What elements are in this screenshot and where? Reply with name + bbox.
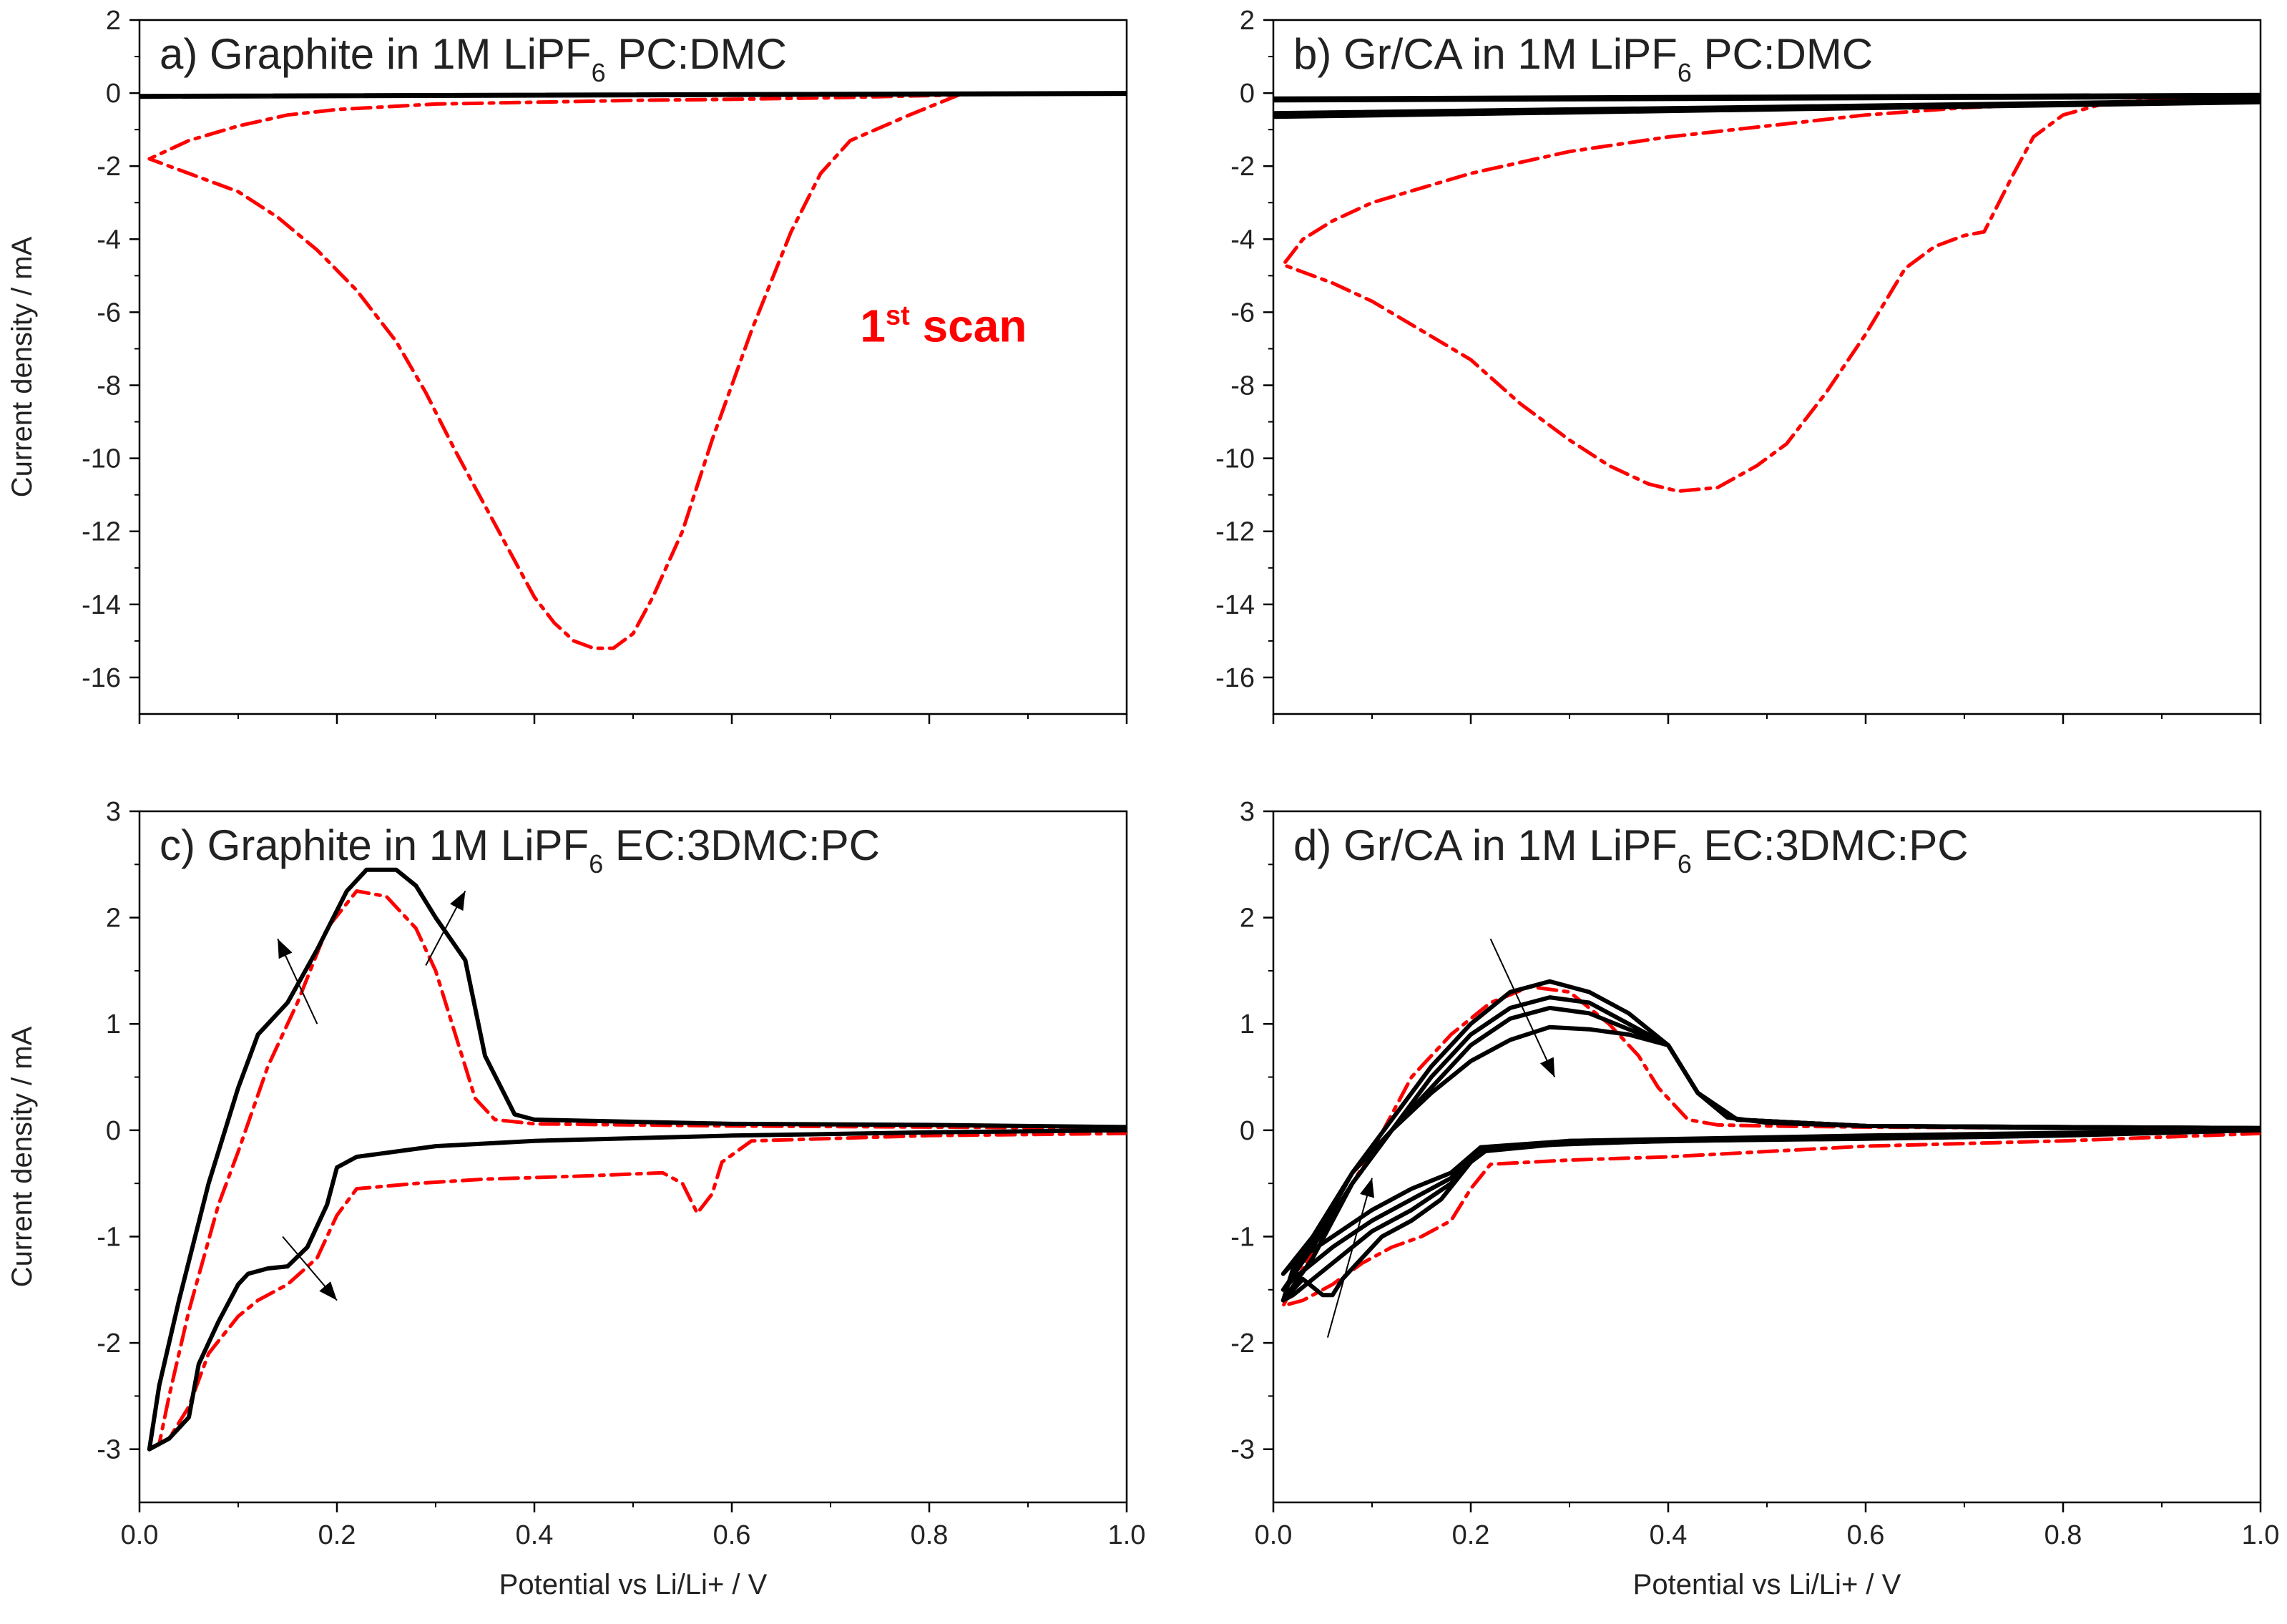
- series-line-subsequent-scans: [147, 867, 1127, 1452]
- panel-title-suffix: PC:DMC: [1692, 30, 1873, 78]
- y-tick-label: 2: [106, 904, 121, 934]
- panel-title-main: c) Graphite in 1M LiPF: [160, 821, 589, 869]
- x-tick-label: 0.6: [713, 1520, 751, 1550]
- x-tick-label: 1.0: [1108, 1520, 1146, 1550]
- y-tick-label: -8: [97, 371, 121, 401]
- panel-title-subscript: 6: [1678, 849, 1692, 879]
- x-tick-label: 0.4: [516, 1520, 554, 1550]
- series-group: [147, 867, 1127, 1452]
- panel-b: 2 0 -2 -4 -6 -8 -10 -12 -14 -16 b) Gr/CA in 1M LiP…: [1215, 6, 2262, 724]
- x-tick-label: 0.8: [911, 1520, 949, 1550]
- annotation-main: 1: [860, 300, 886, 351]
- plot-frame: [1272, 810, 2262, 1504]
- y-tick-label: -3: [97, 1435, 121, 1465]
- y-tick-label: -14: [1215, 590, 1255, 620]
- y-tick-label: 3: [106, 797, 121, 827]
- trend-arrow: [277, 938, 318, 1024]
- y-tick-label: 0: [106, 79, 121, 109]
- x-axis-title: Potential vs Li/Li+ / V: [499, 1569, 768, 1600]
- panel-c: 3 2 1 0 -1 -2 -3 0.0 0.2 0.4 0.6 0.8 1.0 Current dens…: [6, 797, 1145, 1600]
- series-group: [1280, 979, 2261, 1308]
- y-tick-label: -2: [1230, 152, 1255, 182]
- trend-arrow: [1326, 1178, 1375, 1338]
- y-axis-title: Current density / mA: [6, 236, 38, 497]
- annotation-suffix: scan: [910, 300, 1027, 351]
- y-tick-label: 2: [1240, 904, 1255, 934]
- plot-frame: [138, 19, 1128, 715]
- trend-arrow: [425, 890, 466, 966]
- y-tick-label: -16: [1215, 663, 1255, 693]
- series-line-subsequent-scans: [139, 91, 1127, 99]
- series-line-1st-scan: [1281, 984, 2261, 1308]
- y-tick-label: -6: [97, 298, 121, 328]
- y-tick-label: -10: [1215, 444, 1255, 474]
- y-tick-label: -2: [1230, 1329, 1255, 1359]
- x-tick-label: 1.0: [2242, 1520, 2280, 1550]
- y-tick-label: -4: [97, 225, 121, 255]
- y-tick-label: -3: [1230, 1435, 1255, 1465]
- series-line-1st-scan: [147, 93, 961, 650]
- y-tick-label: -12: [82, 517, 121, 547]
- panel-title: b) Gr/CA in 1M LiPF6 PC:DMC: [1293, 30, 1873, 87]
- panel-title-main: d) Gr/CA in 1M LiPF: [1293, 821, 1678, 869]
- panel-title-suffix: EC:3DMC:PC: [1692, 821, 1969, 869]
- y-tick-label: -1: [1230, 1222, 1255, 1252]
- plot-frame: [1272, 19, 2262, 715]
- panel-title-subscript: 6: [1678, 58, 1692, 87]
- series-line-scan-3: [1273, 98, 2261, 116]
- panel-title-subscript: 6: [592, 58, 606, 87]
- panel-title-suffix: EC:3DMC:PC: [603, 821, 880, 869]
- trend-arrow: [1489, 938, 1556, 1077]
- panel-title-subscript: 6: [589, 849, 603, 879]
- panel-title-main: a) Graphite in 1M LiPF: [160, 30, 592, 78]
- x-axis-title: Potential vs Li/Li+ / V: [1633, 1569, 1901, 1600]
- series-line-scan-5: [1280, 1024, 2261, 1276]
- trend-arrow: [282, 1236, 338, 1301]
- series-group: [139, 91, 1127, 650]
- y-tick-label: -4: [1230, 225, 1255, 255]
- y-tick-label: 0: [106, 1116, 121, 1146]
- series-line-scan-3: [1280, 995, 2261, 1303]
- x-tick-label: 0.0: [121, 1520, 159, 1550]
- y-tick-label: 2: [1240, 6, 1255, 36]
- annotation-superscript: st: [886, 300, 910, 331]
- panel-title: c) Graphite in 1M LiPF6 EC:3DMC:PC: [160, 821, 880, 879]
- series-group: [1273, 92, 2261, 494]
- panel-title-main: b) Gr/CA in 1M LiPF: [1293, 30, 1678, 78]
- y-tick-label: -2: [97, 152, 121, 182]
- x-tick-label: 0.8: [2044, 1520, 2082, 1550]
- plot-frame: [138, 810, 1128, 1504]
- x-tick-label: 0.6: [1847, 1520, 1885, 1550]
- y-tick-label: 2: [106, 6, 121, 36]
- y-tick-label: -2: [97, 1329, 121, 1359]
- y-tick-label: -8: [1230, 371, 1255, 401]
- y-tick-label: 0: [1240, 1116, 1255, 1146]
- series-line-1st-scan: [1281, 94, 2261, 494]
- y-tick-label: -12: [1215, 517, 1255, 547]
- x-tick-label: 0.2: [1452, 1520, 1490, 1550]
- panel-title: a) Graphite in 1M LiPF6 PC:DMC: [160, 30, 787, 87]
- annotation: 1st scan: [860, 300, 1027, 351]
- panel-title-suffix: PC:DMC: [606, 30, 787, 78]
- y-tick-label: 1: [106, 1009, 121, 1040]
- series-line-scan-5: [1273, 92, 2261, 101]
- y-tick-label: -10: [82, 444, 121, 474]
- y-tick-label: 0: [1240, 79, 1255, 109]
- y-tick-label: -16: [82, 663, 121, 693]
- y-tick-label: -1: [97, 1222, 121, 1252]
- x-tick-label: 0.0: [1255, 1520, 1293, 1550]
- panel-d: 3 2 1 0 -1 -2 -3 0.0 0.2 0.4 0.6 0.8 1.0 Potential vs…: [1230, 797, 2279, 1600]
- y-tick-label: 1: [1240, 1009, 1255, 1040]
- y-axis-title: Current density / mA: [6, 1026, 38, 1287]
- series-line-scan-4: [1280, 1005, 2261, 1292]
- y-tick-label: -6: [1230, 298, 1255, 328]
- x-tick-label: 0.4: [1650, 1520, 1688, 1550]
- y-tick-label: 3: [1240, 797, 1255, 827]
- panel-title: d) Gr/CA in 1M LiPF6 EC:3DMC:PC: [1293, 821, 1969, 879]
- y-tick-label: -14: [82, 590, 121, 620]
- x-tick-label: 0.2: [318, 1520, 356, 1550]
- panel-a: 2 0 -2 -4 -6 -8 -10 -12 -14 -16 Current density / …: [6, 6, 1128, 724]
